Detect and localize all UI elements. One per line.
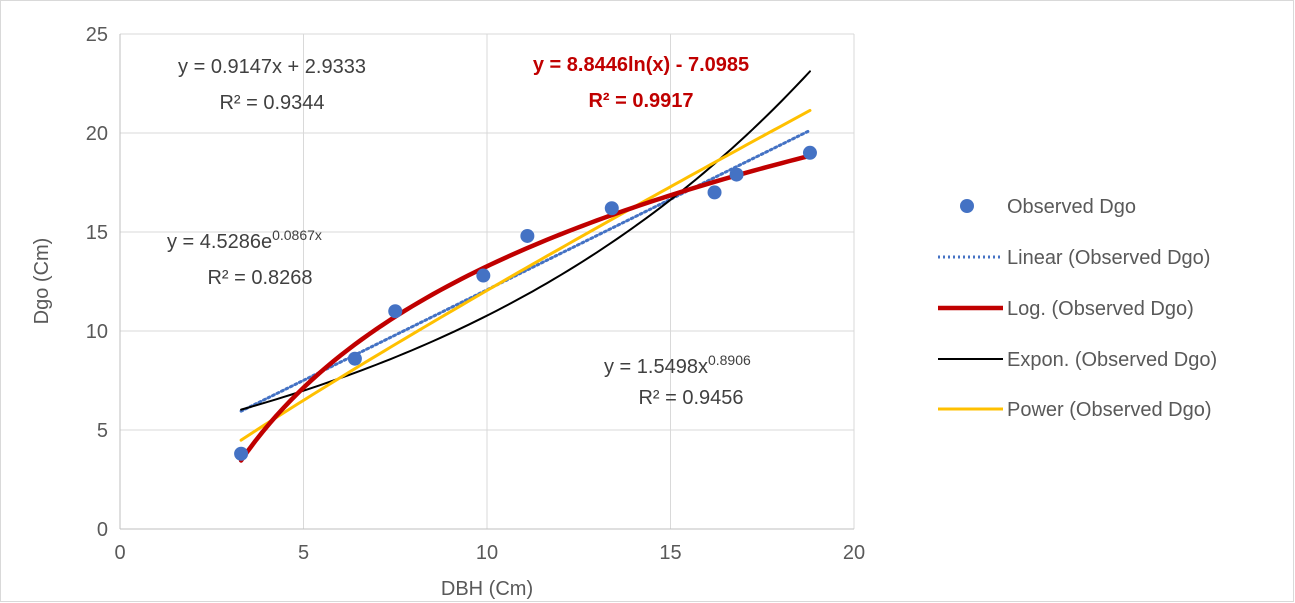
legend-label-power: Power (Observed Dgo) [1007, 399, 1212, 421]
legend-item-linear: Linear (Observed Dgo) [938, 247, 1210, 269]
data-point [802, 145, 817, 160]
expon-equation-exponent: 0.0867x [272, 227, 322, 243]
expon-r2: R² = 0.8268 [207, 267, 312, 289]
legend-item-power: Power (Observed Dgo) [938, 399, 1212, 421]
x-tick-label: 20 [843, 542, 865, 564]
data-point [729, 167, 744, 182]
data-point [604, 201, 619, 216]
x-tick-label: 0 [114, 542, 125, 564]
log-equation-label: y = 8.8446ln(x) - 7.0985 R² = 0.9917 [533, 54, 749, 112]
x-tick-label: 10 [476, 542, 498, 564]
linear-equation-label: y = 0.9147x + 2.9333 R² = 0.9344 [178, 56, 366, 114]
y-tick-label: 15 [86, 222, 108, 244]
power-equation-base: y = 1.5498x [604, 356, 708, 378]
x-tick-label: 15 [659, 542, 681, 564]
trendline-power [239, 108, 812, 442]
gridlines [120, 33, 855, 529]
legend-marker-observed [960, 199, 974, 213]
data-point [707, 185, 722, 200]
expon-equation: y = 4.5286e0.0867x [167, 227, 322, 253]
legend-label-log: Log. (Observed Dgo) [1007, 298, 1194, 320]
linear-equation: y = 0.9147x + 2.9333 [178, 56, 366, 78]
axes [119, 34, 854, 530]
legend-label-observed: Observed Dgo [1007, 196, 1136, 218]
log-r2: R² = 0.9917 [588, 90, 693, 112]
y-tick-label: 20 [86, 123, 108, 145]
expon-equation-label: y = 4.5286e0.0867x R² = 0.8268 [167, 227, 322, 289]
power-equation-exponent: 0.8906 [708, 352, 751, 368]
data-point [520, 228, 535, 243]
legend-item-log: Log. (Observed Dgo) [938, 298, 1194, 320]
power-r2: R² = 0.9456 [638, 387, 743, 409]
legend-label-expon: Expon. (Observed Dgo) [1007, 349, 1217, 371]
y-tick-label: 5 [97, 420, 108, 442]
tick-labels: 0 5 10 15 20 25 0 5 10 15 20 [86, 24, 865, 564]
trendline-log [238, 153, 813, 463]
legend-item-expon: Expon. (Observed Dgo) [938, 349, 1217, 371]
data-point [234, 446, 249, 461]
trendlines [238, 70, 813, 463]
y-tick-label: 10 [86, 321, 108, 343]
data-point [476, 268, 491, 283]
y-tick-label: 25 [86, 24, 108, 46]
legend-item-observed: Observed Dgo [960, 196, 1136, 218]
data-point [347, 351, 362, 366]
power-equation-label: y = 1.5498x0.8906 R² = 0.9456 [604, 352, 751, 409]
data-points [234, 145, 817, 461]
y-tick-label: 0 [97, 519, 108, 541]
x-axis-title: DBH (Cm) [441, 578, 533, 600]
expon-equation-base: y = 4.5286e [167, 231, 272, 253]
power-equation: y = 1.5498x0.8906 [604, 352, 751, 378]
log-equation: y = 8.8446ln(x) - 7.0985 [533, 54, 749, 76]
y-axis-title: Dgo (Cm) [31, 238, 53, 325]
linear-r2: R² = 0.9344 [219, 92, 324, 114]
legend-label-linear: Linear (Observed Dgo) [1007, 247, 1210, 269]
x-tick-label: 5 [298, 542, 309, 564]
trendline-linear [239, 128, 812, 413]
legend: Observed Dgo Linear (Observed Dgo) Log. … [938, 196, 1217, 421]
data-point [388, 304, 403, 319]
